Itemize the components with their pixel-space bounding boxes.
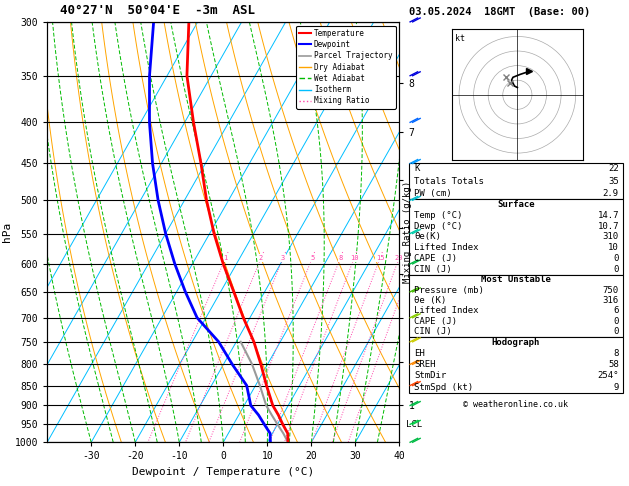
- Text: Hodograph: Hodograph: [492, 338, 540, 347]
- Text: θe(K): θe(K): [414, 232, 441, 242]
- Text: θe (K): θe (K): [414, 296, 446, 305]
- Text: 2.9: 2.9: [603, 189, 619, 198]
- Text: 9: 9: [613, 382, 619, 392]
- Text: 8: 8: [613, 349, 619, 358]
- X-axis label: Dewpoint / Temperature (°C): Dewpoint / Temperature (°C): [132, 467, 314, 477]
- Text: kt: kt: [455, 34, 465, 43]
- Text: SREH: SREH: [414, 360, 435, 369]
- Text: 5: 5: [310, 255, 314, 261]
- Text: LCL: LCL: [406, 420, 423, 429]
- Text: 10: 10: [350, 255, 359, 261]
- Text: 2: 2: [259, 255, 263, 261]
- Text: 0: 0: [613, 265, 619, 274]
- Text: K: K: [414, 164, 420, 174]
- Text: Pressure (mb): Pressure (mb): [414, 286, 484, 295]
- Text: 10: 10: [608, 243, 619, 252]
- Text: Lifted Index: Lifted Index: [414, 243, 479, 252]
- Text: 20: 20: [395, 255, 403, 261]
- Text: Most Unstable: Most Unstable: [481, 275, 551, 284]
- Text: CIN (J): CIN (J): [414, 265, 452, 274]
- Text: 8: 8: [338, 255, 342, 261]
- Text: 10.7: 10.7: [598, 222, 619, 231]
- Text: Dewp (°C): Dewp (°C): [414, 222, 462, 231]
- Text: PW (cm): PW (cm): [414, 189, 452, 198]
- Text: CIN (J): CIN (J): [414, 327, 452, 336]
- Text: 0: 0: [613, 254, 619, 263]
- Text: Lifted Index: Lifted Index: [414, 306, 479, 315]
- Text: 35: 35: [608, 176, 619, 186]
- Text: 3: 3: [281, 255, 285, 261]
- Text: 310: 310: [603, 232, 619, 242]
- Text: 14.7: 14.7: [598, 211, 619, 220]
- Text: Mixing Ratio (g/kg): Mixing Ratio (g/kg): [403, 181, 411, 283]
- Text: 15: 15: [376, 255, 384, 261]
- Y-axis label: km
ASL: km ASL: [425, 232, 443, 254]
- Text: StmSpd (kt): StmSpd (kt): [414, 382, 473, 392]
- Text: Temp (°C): Temp (°C): [414, 211, 462, 220]
- Text: © weatheronline.co.uk: © weatheronline.co.uk: [464, 400, 568, 409]
- Text: 316: 316: [603, 296, 619, 305]
- Text: 40°27'N  50°04'E  -3m  ASL: 40°27'N 50°04'E -3m ASL: [60, 4, 255, 17]
- Y-axis label: hPa: hPa: [2, 222, 12, 242]
- Text: 0: 0: [613, 317, 619, 326]
- Text: Totals Totals: Totals Totals: [414, 176, 484, 186]
- Text: 6: 6: [613, 306, 619, 315]
- Text: StmDir: StmDir: [414, 371, 446, 381]
- Text: 1: 1: [223, 255, 228, 261]
- Text: 22: 22: [608, 164, 619, 174]
- Text: EH: EH: [414, 349, 425, 358]
- Text: CAPE (J): CAPE (J): [414, 317, 457, 326]
- Text: 254°: 254°: [598, 371, 619, 381]
- Legend: Temperature, Dewpoint, Parcel Trajectory, Dry Adiabat, Wet Adiabat, Isotherm, Mi: Temperature, Dewpoint, Parcel Trajectory…: [296, 26, 396, 108]
- Text: 03.05.2024  18GMT  (Base: 00): 03.05.2024 18GMT (Base: 00): [409, 7, 590, 17]
- Text: 750: 750: [603, 286, 619, 295]
- Text: 0: 0: [613, 327, 619, 336]
- Text: Surface: Surface: [497, 200, 535, 209]
- Text: 58: 58: [608, 360, 619, 369]
- Text: CAPE (J): CAPE (J): [414, 254, 457, 263]
